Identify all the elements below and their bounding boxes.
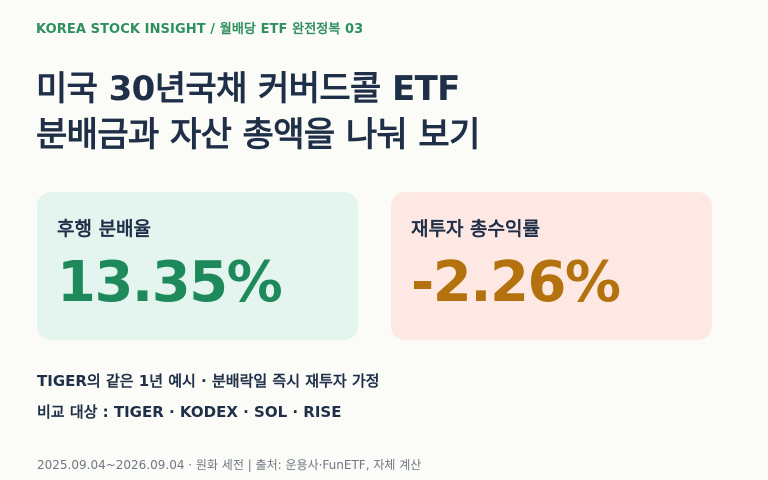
total-return-value: -2.26% — [411, 250, 621, 315]
page-title: 미국 30년국채 커버드콜 ETF 분배금과 자산 총액을 나눠 보기 — [36, 66, 480, 158]
title-line-1: 미국 30년국채 커버드콜 ETF — [36, 69, 460, 109]
source-footer: 2025.09.04~2026.09.04 · 원화 세전 | 출처: 운용사·… — [37, 458, 422, 472]
trailing-distribution-card: 후행 분배율 13.35% — [37, 192, 358, 340]
comparison-note: 비교 대상 : TIGER · KODEX · SOL · RISE — [37, 403, 342, 421]
series-kicker: KOREA STOCK INSIGHT / 월배당 ETF 완전정복 03 — [36, 22, 364, 37]
title-line-2: 분배금과 자산 총액을 나눠 보기 — [36, 115, 480, 155]
total-return-card: 재투자 총수익률 -2.26% — [391, 192, 712, 340]
assumption-note: TIGER의 같은 1년 예시 · 분배락일 즉시 재투자 가정 — [37, 372, 380, 390]
trailing-distribution-label: 후행 분배율 — [57, 218, 152, 240]
total-return-label: 재투자 총수익률 — [411, 218, 540, 240]
trailing-distribution-value: 13.35% — [57, 250, 283, 315]
